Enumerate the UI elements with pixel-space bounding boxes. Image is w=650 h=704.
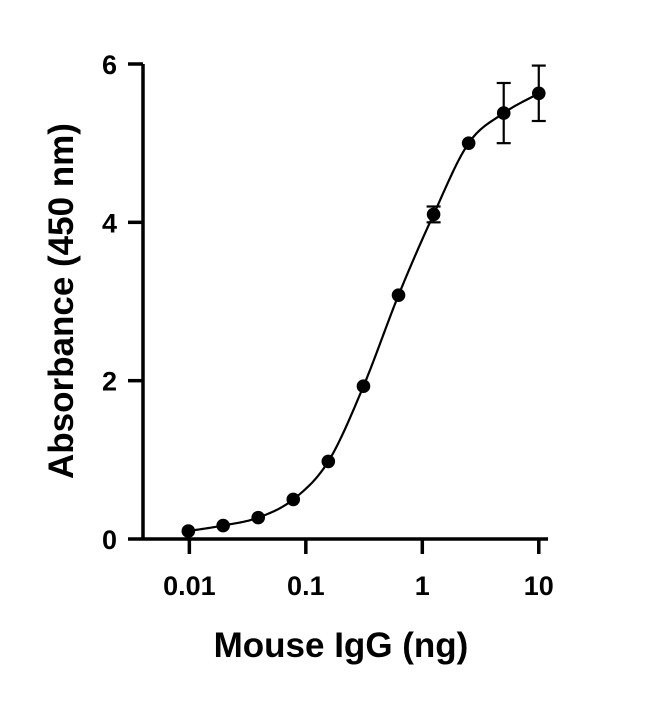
fit-curve-layer: [188, 92, 540, 533]
y-tick-label-2: 2: [102, 367, 117, 397]
data-points: [181, 86, 546, 538]
data-point-4: [321, 454, 336, 469]
fit-curve: [188, 92, 540, 533]
data-point-3: [286, 492, 301, 507]
data-point-0: [181, 524, 196, 538]
data-point-7: [426, 207, 441, 222]
data-point-8: [461, 136, 476, 150]
data-point-2: [251, 510, 265, 525]
data-point-10: [531, 86, 546, 101]
error-bars: [426, 64, 546, 224]
x-tick-label-0.1: 0.1: [287, 571, 325, 601]
x-tick-label-1: 1: [415, 571, 430, 601]
data-point-6: [391, 288, 406, 302]
data-point-9: [496, 106, 511, 120]
y-tick-label-0: 0: [102, 525, 117, 555]
data-point-5: [356, 379, 371, 394]
y-axis-title: Absorbance (450 nm): [42, 123, 81, 479]
x-axis-title: Mouse IgG (ng): [214, 626, 469, 665]
ticks: 0 2 4 6 0.01 0.1 1 10: [102, 50, 554, 601]
x-tick-label-0.01: 0.01: [163, 571, 216, 601]
x-tick-label-10: 10: [524, 571, 554, 601]
y-tick-label-6: 6: [102, 50, 117, 80]
axes: [141, 64, 548, 541]
y-tick-label-4: 4: [102, 208, 117, 238]
data-point-1: [216, 518, 230, 533]
